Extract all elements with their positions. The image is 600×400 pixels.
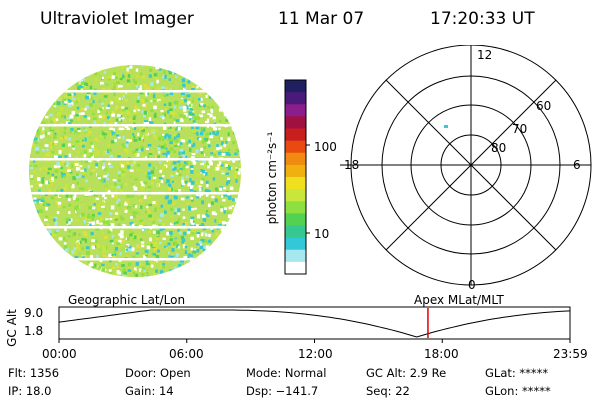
info-door: Door: Open bbox=[125, 366, 191, 380]
colorbar-band bbox=[285, 152, 306, 166]
app-title: Ultraviolet Imager bbox=[40, 9, 194, 29]
time-tick-1800: 18:00 bbox=[424, 347, 459, 361]
date-label: 11 Mar 07 bbox=[278, 9, 365, 29]
uv-image-speckle bbox=[29, 65, 241, 277]
info-glon: GLon: ***** bbox=[485, 384, 551, 398]
colorbar-band bbox=[285, 261, 306, 275]
aurora-speck bbox=[444, 125, 448, 128]
info-dsp: Dsp: −141.7 bbox=[246, 384, 319, 398]
colorbar-band bbox=[285, 92, 306, 105]
timeline-ymin: 1.8 bbox=[24, 324, 44, 338]
lat-70: 70 bbox=[512, 122, 527, 136]
colorbar-band bbox=[285, 249, 306, 263]
info-gain: Gain: 14 bbox=[125, 384, 174, 398]
info-flt: Flt: 1356 bbox=[8, 366, 60, 380]
altitude-timeline bbox=[58, 306, 571, 343]
time-tick-2359: 23:59 bbox=[553, 347, 588, 361]
timeline-left-title: Geographic Lat/Lon bbox=[68, 293, 186, 307]
info-gcalt: GC Alt: 2.9 Re bbox=[366, 366, 447, 380]
mlt-12: 12 bbox=[477, 48, 492, 62]
mlt-18: 18 bbox=[344, 158, 359, 172]
colorbar-band bbox=[285, 128, 306, 142]
colorbar-band bbox=[285, 140, 306, 154]
info-mode: Mode: Normal bbox=[246, 366, 327, 380]
info-ip: IP: 18.0 bbox=[8, 384, 52, 398]
time-tick-1200: 12:00 bbox=[298, 347, 333, 361]
lat-60: 60 bbox=[536, 99, 551, 113]
timeline-right-title: Apex MLat/MLT bbox=[414, 293, 504, 307]
time-tick-0000: 00:00 bbox=[42, 347, 77, 361]
colorbar-tick-10: 10 bbox=[314, 227, 330, 241]
mlt-6: 6 bbox=[573, 158, 581, 172]
colorbar bbox=[284, 79, 310, 275]
timeline-ymax: 9.0 bbox=[24, 306, 44, 320]
colorbar-band bbox=[285, 213, 306, 226]
colorbar-band bbox=[285, 177, 306, 190]
uv-image-panel bbox=[29, 65, 241, 277]
colorbar-band bbox=[285, 201, 306, 214]
lat-80: 80 bbox=[491, 141, 506, 155]
altitude-curve bbox=[58, 309, 571, 338]
colorbar-band bbox=[285, 237, 306, 251]
time-label: 17:20:33 UT bbox=[430, 9, 535, 29]
time-tick-0600: 06:00 bbox=[169, 347, 204, 361]
colorbar-band bbox=[285, 225, 306, 239]
colorbar-band bbox=[285, 189, 306, 202]
info-glat: GLat: ***** bbox=[485, 366, 549, 380]
colorbar-band bbox=[285, 116, 306, 129]
colorbar-band bbox=[285, 80, 306, 93]
timeline-axis-label: GC Alt bbox=[5, 309, 19, 347]
mlt-0: 0 bbox=[468, 278, 476, 292]
colorbar-tick-100: 100 bbox=[314, 140, 337, 154]
colorbar-band bbox=[285, 104, 306, 117]
colorbar-gradient bbox=[285, 80, 306, 275]
colorbar-band bbox=[285, 164, 306, 178]
colorbar-unit-label: photon cm⁻²s⁻¹ bbox=[265, 131, 279, 225]
info-seq: Seq: 22 bbox=[366, 384, 410, 398]
polar-plot: 12 18 6 0 60 70 80 bbox=[340, 45, 592, 292]
